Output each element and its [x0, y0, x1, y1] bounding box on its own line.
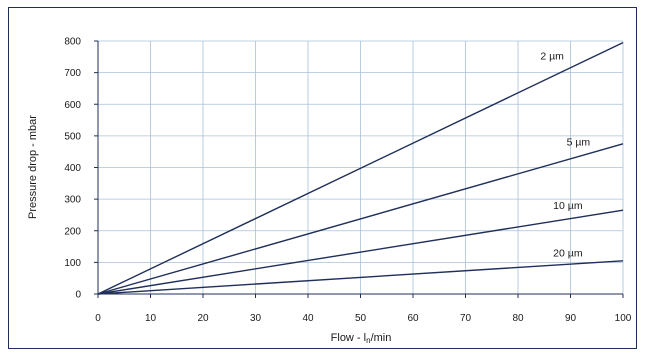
x-tick-label: 50	[355, 313, 367, 324]
series-label: 20 µm	[553, 247, 583, 259]
x-tick-label: 0	[95, 313, 101, 324]
axes	[94, 40, 624, 298]
grid	[98, 40, 624, 294]
series-label: 2 µm	[540, 51, 564, 63]
y-axis-title: Pressure drop - mbar	[27, 115, 39, 219]
series-label: 10 µm	[553, 200, 583, 212]
x-axis-title: Flow - ln/min	[331, 332, 392, 345]
series-line-5m	[97, 143, 624, 295]
x-tick-label: 40	[302, 313, 314, 324]
x-tick-label: 100	[615, 313, 632, 324]
x-tick-label: 10	[145, 313, 157, 324]
x-tick-label: 30	[250, 313, 262, 324]
y-tick-label: 500	[64, 131, 81, 142]
y-tick-label: 100	[64, 258, 81, 269]
series-line-2m	[97, 41, 624, 295]
x-tick-label: 80	[512, 313, 524, 324]
y-tick-label: 600	[64, 100, 81, 111]
y-tick-label: 400	[64, 163, 81, 174]
series-line-10m	[97, 209, 624, 295]
y-tick-label: 300	[64, 195, 81, 206]
y-tick-label: 200	[64, 226, 81, 237]
y-tick-label: 800	[64, 37, 81, 48]
y-tick-label: 700	[64, 68, 81, 79]
labels: 0 10 20 30 40 50 60 70 80 90 100 0 100 200 300 400 500 60…	[64, 37, 631, 325]
x-tick-label: 20	[197, 313, 209, 324]
y-tick-label: 0	[75, 290, 81, 301]
x-tick-label: 90	[565, 313, 577, 324]
series	[97, 41, 624, 295]
x-tick-label: 70	[460, 313, 472, 324]
series-label: 5 µm	[567, 137, 591, 149]
x-tick-label: 60	[407, 313, 419, 324]
series-line-20m	[97, 260, 624, 295]
